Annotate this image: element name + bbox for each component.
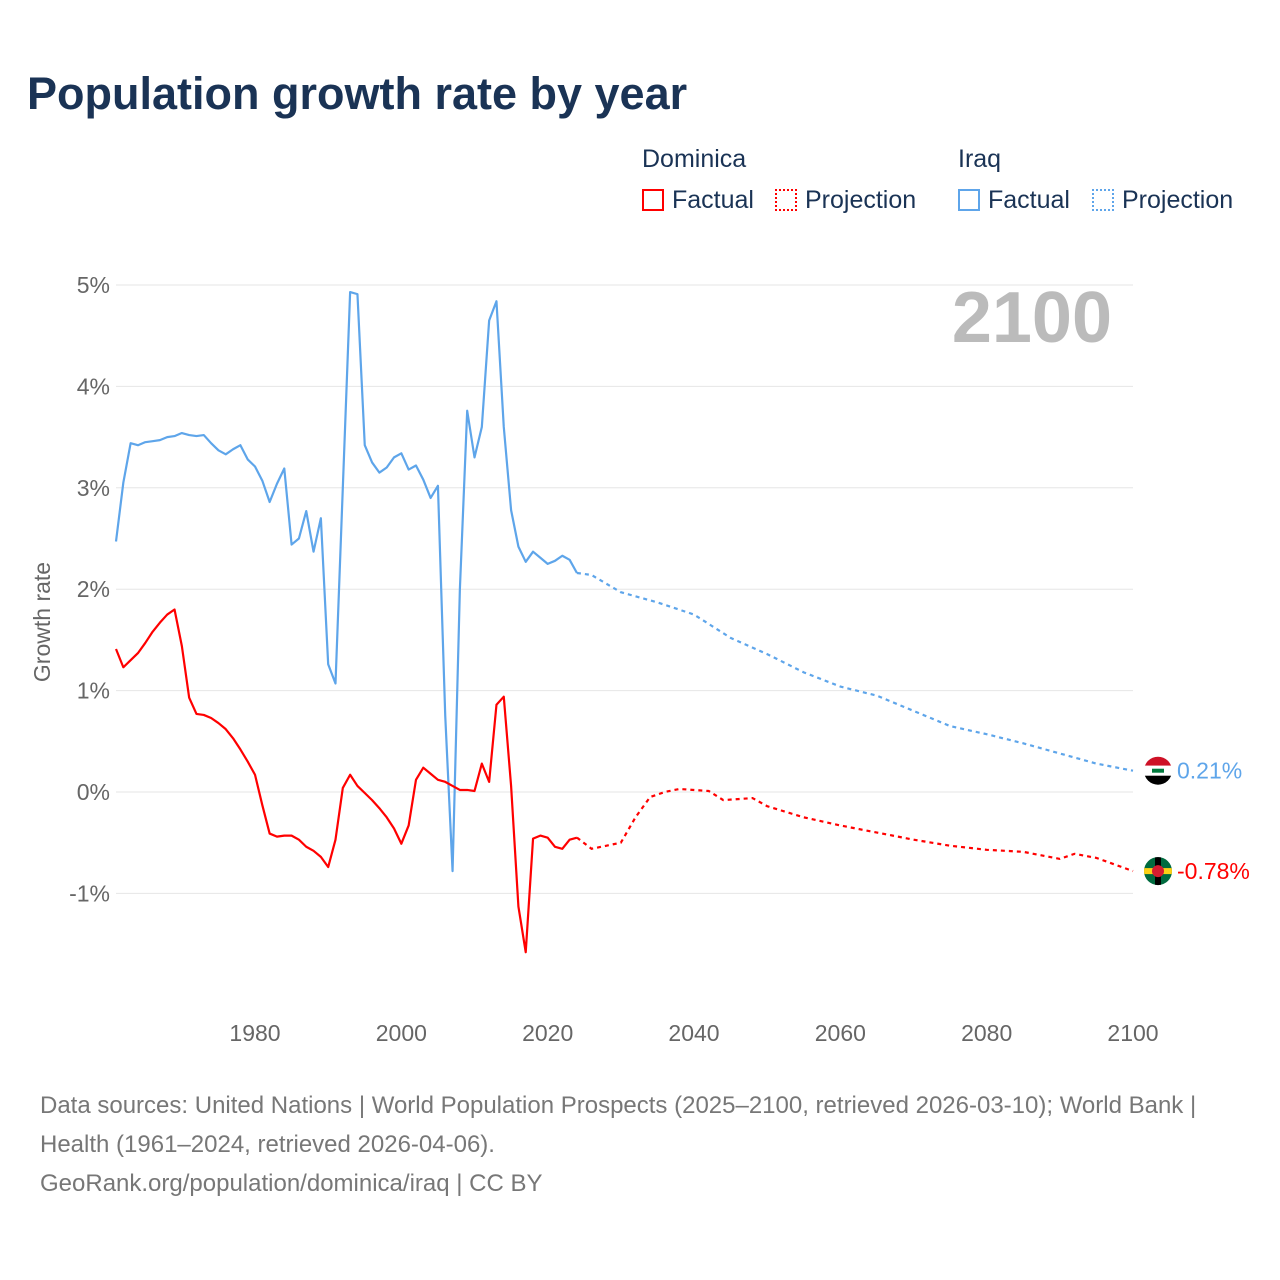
y-tick-label: -1%	[69, 880, 110, 906]
y-axis-label: Growth rate	[29, 562, 55, 682]
series-dominica-projection	[576, 787, 1134, 873]
flag-disc	[1152, 865, 1164, 878]
legend-iraq-heading: Iraq	[958, 145, 1002, 173]
series-dominica-factual	[114, 608, 578, 954]
x-tick-label: 2040	[668, 1020, 719, 1046]
y-tick-label: 0%	[77, 779, 110, 805]
legend-iraq-factual[interactable]: Factual	[958, 186, 1070, 215]
chart-title: Population growth rate by year	[27, 68, 688, 119]
legend-swatch-dotted	[775, 189, 797, 211]
legend-swatch-solid	[642, 189, 664, 211]
legend-dominica-heading: Dominica	[642, 145, 747, 173]
flag-iraq-icon	[1144, 756, 1172, 785]
x-tick-label: 2000	[376, 1020, 427, 1046]
y-tick-label: 1%	[77, 678, 110, 704]
legend-swatch-solid	[958, 189, 980, 211]
data-sources: Data sources: United Nations | World Pop…	[40, 1092, 1197, 1158]
legend-iraq-projection[interactable]: Projection	[1092, 186, 1233, 215]
legend-dominica-factual[interactable]: Factual	[642, 186, 754, 215]
y-tick-label: 3%	[77, 475, 110, 501]
flag-stripe	[1144, 756, 1172, 766]
flag-body	[1144, 857, 1172, 886]
legend-label: Factual	[672, 186, 754, 214]
x-tick-label: 2100	[1107, 1020, 1158, 1046]
flag-stripe	[1144, 775, 1172, 785]
x-tick-label: 2020	[522, 1020, 573, 1046]
credit-link[interactable]: GeoRank.org/population/dominica/iraq | C…	[40, 1170, 543, 1197]
y-tick-label: 5%	[77, 272, 110, 298]
year-label: 2100	[952, 278, 1112, 358]
legend-dominica-projection[interactable]: Projection	[775, 186, 916, 215]
footer: Data sources: United Nations | World Pop…	[40, 1086, 1240, 1203]
y-tick-label: 4%	[77, 373, 110, 399]
flag-emblem	[1152, 768, 1164, 773]
legend-swatch-dotted	[1092, 189, 1114, 211]
x-tick-label: 2080	[961, 1020, 1012, 1046]
line-chart: -1% 0% 1% 2% 3% 4% 5% 1980 2000 2020 2040 2060 2080 2…	[29, 272, 1250, 1046]
flag-body	[1144, 756, 1172, 785]
x-tick-label: 1980	[229, 1020, 280, 1046]
flag-dominica-icon	[1144, 857, 1172, 886]
end-value-label: -0.78%	[1177, 858, 1250, 884]
legend-label: Projection	[1122, 186, 1234, 214]
series-iraq-factual	[114, 290, 578, 873]
series-iraq-projection	[576, 571, 1134, 772]
y-tick-label: 2%	[77, 576, 110, 602]
x-tick-label: 2060	[815, 1020, 866, 1046]
legend-label: Projection	[805, 186, 917, 214]
end-value-label: 0.21%	[1177, 758, 1242, 784]
legend-label: Factual	[988, 186, 1070, 214]
